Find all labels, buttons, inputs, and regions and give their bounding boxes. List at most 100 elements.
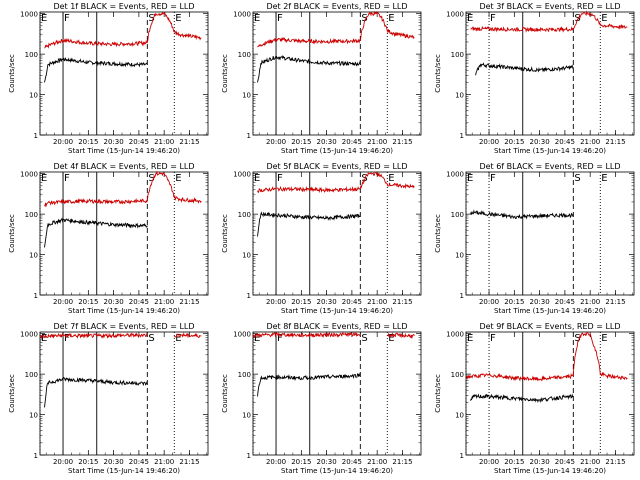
y-tick-label: 1 <box>34 452 38 460</box>
y-axis-label: Counts/sec <box>221 374 229 413</box>
y-tick-label: 1000 <box>233 11 251 19</box>
x-tick-label: 21:15 <box>392 458 412 466</box>
event-marker-label: S <box>361 333 367 344</box>
x-tick-label: 20:15 <box>78 298 98 306</box>
events-series-line <box>44 376 148 408</box>
chart-title: Det 8f BLACK = Events, RED = LLD <box>266 322 407 331</box>
x-axis-label: Start Time (15-Jun-14 19:46:20) <box>68 147 180 155</box>
plot-frame <box>252 171 422 296</box>
event-marker-label: F <box>64 173 70 184</box>
x-tick-label: 21:15 <box>392 298 412 306</box>
lld-series-line <box>44 197 148 208</box>
event-marker-label: F <box>490 173 496 184</box>
y-tick-label: 1 <box>247 452 251 460</box>
chart-panel: Det 6f BLACK = Events, RED = LLD 1 10 100 10… <box>426 160 639 320</box>
event-marker-label: F <box>490 333 496 344</box>
x-tick-label: 20:00 <box>53 298 73 306</box>
y-tick-label: 1 <box>247 132 251 140</box>
event-marker-label: F <box>64 333 70 344</box>
event-marker-label: E <box>254 13 260 24</box>
y-tick-label: 1 <box>460 292 464 300</box>
chart-svg: Det 1f BLACK = Events, RED = LLD 1 10 100 10… <box>8 2 209 155</box>
plot-frame <box>252 11 422 136</box>
chart-svg: Det 3f BLACK = Events, RED = LLD 1 10 100 10… <box>434 2 635 155</box>
events-series-line <box>44 57 148 83</box>
x-tick-label: 20:30 <box>317 458 337 466</box>
y-tick-label: 100 <box>25 51 38 59</box>
lld-series-line <box>146 170 202 204</box>
x-axis-label: Start Time (15-Jun-14 19:46:20) <box>494 467 606 475</box>
y-tick-label: 10 <box>29 92 38 100</box>
event-marker-label: E <box>41 333 47 344</box>
event-marker-label: E <box>175 173 181 184</box>
chart-panel: Det 8f BLACK = Events, RED = LLD 1 10 100 10… <box>213 320 426 480</box>
x-axis-label: Start Time (15-Jun-14 19:46:20) <box>494 147 606 155</box>
x-tick-label: 21:00 <box>154 298 174 306</box>
x-tick-label: 20:30 <box>317 298 337 306</box>
y-tick-label: 1000 <box>20 331 38 339</box>
y-tick-label: 100 <box>451 211 464 219</box>
chart-title: Det 6f BLACK = Events, RED = LLD <box>479 162 620 171</box>
x-tick-label: 21:15 <box>605 298 625 306</box>
y-tick-label: 100 <box>238 211 251 219</box>
lld-series-line <box>359 171 415 190</box>
x-tick-label: 20:30 <box>317 138 337 146</box>
chart-panel: Det 1f BLACK = Events, RED = LLD 1 10 100 10… <box>0 0 213 160</box>
event-marker-label: S <box>361 173 367 184</box>
x-tick-label: 20:45 <box>342 138 362 146</box>
x-tick-label: 20:30 <box>104 458 124 466</box>
chart-svg: Det 8f BLACK = Events, RED = LLD 1 10 100 10… <box>221 322 422 475</box>
chart-panel: Det 5f BLACK = Events, RED = LLD 1 10 100 10… <box>213 160 426 320</box>
event-marker-label: E <box>388 13 394 24</box>
events-series-line <box>44 217 148 248</box>
event-marker-label: E <box>175 13 181 24</box>
x-tick-label: 20:45 <box>129 138 149 146</box>
x-tick-label: 20:45 <box>129 458 149 466</box>
plot-frame <box>465 331 635 456</box>
plot-frame <box>39 171 209 296</box>
x-tick-label: 21:15 <box>605 138 625 146</box>
chart-panel: Det 3f BLACK = Events, RED = LLD 1 10 100 10… <box>426 0 639 160</box>
x-tick-label: 20:00 <box>266 138 286 146</box>
x-tick-label: 21:00 <box>367 298 387 306</box>
y-axis-label: Counts/sec <box>221 54 229 93</box>
y-tick-label: 100 <box>25 211 38 219</box>
lld-series-line <box>146 11 202 43</box>
x-axis-label: Start Time (15-Jun-14 19:46:20) <box>68 307 180 315</box>
chart-panel: Det 4f BLACK = Events, RED = LLD 1 10 100 10… <box>0 160 213 320</box>
x-tick-label: 20:15 <box>504 138 524 146</box>
event-marker-label: E <box>388 173 394 184</box>
x-tick-label: 20:45 <box>555 458 575 466</box>
y-tick-label: 1 <box>34 292 38 300</box>
x-tick-label: 21:00 <box>154 458 174 466</box>
plot-frame <box>465 11 635 136</box>
x-tick-label: 20:00 <box>479 138 499 146</box>
x-tick-label: 20:15 <box>291 458 311 466</box>
x-tick-label: 21:15 <box>392 138 412 146</box>
x-tick-label: 20:00 <box>266 458 286 466</box>
y-tick-label: 1 <box>247 292 251 300</box>
x-tick-label: 20:00 <box>53 458 73 466</box>
chart-panel: Det 7f BLACK = Events, RED = LLD 1 10 100 10… <box>0 320 213 480</box>
y-tick-label: 100 <box>25 371 38 379</box>
lld-series-line <box>465 372 574 382</box>
event-marker-label: F <box>490 13 496 24</box>
event-marker-label: E <box>175 333 181 344</box>
x-tick-label: 20:15 <box>291 298 311 306</box>
y-tick-label: 1 <box>34 132 38 140</box>
x-tick-label: 20:45 <box>555 298 575 306</box>
event-marker-label: E <box>254 333 260 344</box>
x-axis-label: Start Time (15-Jun-14 19:46:20) <box>281 307 393 315</box>
y-axis-label: Counts/sec <box>8 374 16 413</box>
y-tick-label: 100 <box>451 51 464 59</box>
x-tick-label: 20:30 <box>104 138 124 146</box>
y-tick-label: 10 <box>29 412 38 420</box>
x-tick-label: 20:00 <box>479 458 499 466</box>
events-series-line <box>475 62 574 76</box>
y-tick-label: 100 <box>238 371 251 379</box>
lld-series-line <box>359 10 415 41</box>
chart-svg: Det 6f BLACK = Events, RED = LLD 1 10 100 10… <box>434 162 635 315</box>
chart-title: Det 9f BLACK = Events, RED = LLD <box>479 322 620 331</box>
chart-svg: Det 7f BLACK = Events, RED = LLD 1 10 100 10… <box>8 322 209 475</box>
